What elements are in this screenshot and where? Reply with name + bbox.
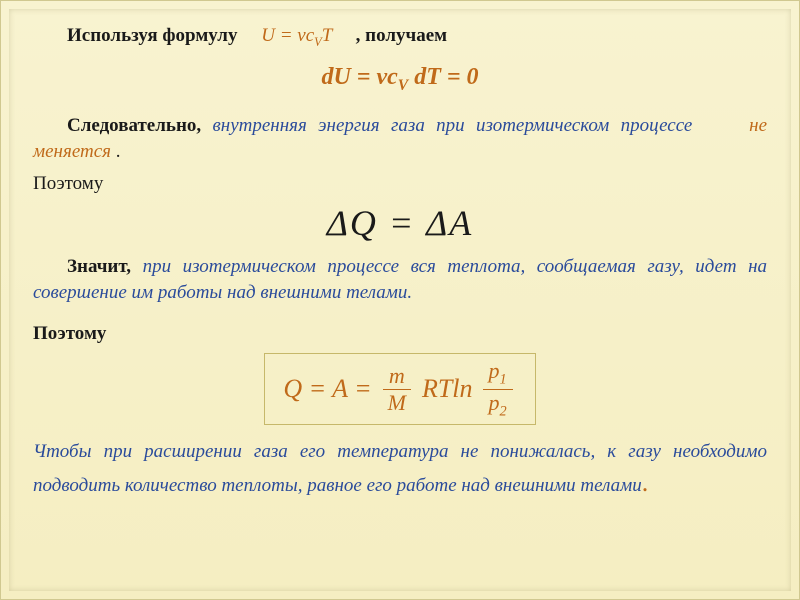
formula-sub-v: V <box>314 35 322 49</box>
lead-text: Используя формулу <box>67 25 237 46</box>
conclusion-dot: . <box>642 468 649 497</box>
denominator-p2: p2 <box>483 390 513 419</box>
p2-sub: 2 <box>500 403 507 419</box>
p2-base: p <box>489 390 500 415</box>
therefore-lead: Следовательно, <box>67 115 201 136</box>
p1-sub: 1 <box>500 371 507 387</box>
line-therefore-2: Поэтому <box>33 321 767 347</box>
dU-left: dU = νc <box>321 64 397 90</box>
formula-deltaQ: ΔQ = ΔA <box>33 202 767 244</box>
boxed-formula: Q = A = m M RTln p1 p2 <box>264 353 535 425</box>
Q-eq-A: Q = A = <box>283 374 371 404</box>
formula-dU: dU = νcV dT = 0 <box>33 64 767 95</box>
means-lead: Значит, <box>67 256 131 277</box>
blue-energy-text: внутренняя энергия газа при изотермическ… <box>213 115 693 136</box>
denominator-M: M <box>382 390 412 414</box>
boxed-formula-wrap: Q = A = m M RTln p1 p2 <box>33 353 767 425</box>
gap2 <box>704 115 738 136</box>
spacer <box>242 25 256 46</box>
frac-p1-p2: p1 p2 <box>483 360 513 418</box>
p1-base: p <box>489 358 500 383</box>
frac-m-M: m M <box>382 365 412 414</box>
line-means: Значит, при изотермическом процессе вся … <box>33 254 767 305</box>
formula-part2: T <box>322 25 332 46</box>
delta-eq: ΔQ = ΔA <box>327 203 474 243</box>
numerator-p1: p1 <box>483 360 513 390</box>
inline-formula-U: U = νcVT <box>261 25 336 46</box>
RTln: RTln <box>422 374 473 404</box>
line-therefore-energy: Следовательно, внутренняя энергия газа п… <box>33 113 767 164</box>
after-text: , получаем <box>356 25 447 46</box>
spacer2 <box>337 25 351 46</box>
physics-slide: Используя формулу U = νcVT , получаем dU… <box>0 0 800 600</box>
line-using-formula: Используя формулу U = νcVT , получаем <box>33 23 767 50</box>
means-blue: при изотермическом процессе вся теплота,… <box>33 256 767 303</box>
dU-sub: V <box>398 77 408 94</box>
dU-right: dT = 0 <box>408 64 478 90</box>
formula-part1: U = νc <box>261 25 314 46</box>
line-conclusion: Чтобы при расширении газа его температур… <box>33 439 767 500</box>
numerator-m: m <box>383 365 411 390</box>
line-therefore-1: Поэтому <box>33 171 767 197</box>
period: . <box>111 141 121 162</box>
conclusion-blue: Чтобы при расширении газа его температур… <box>33 441 767 496</box>
